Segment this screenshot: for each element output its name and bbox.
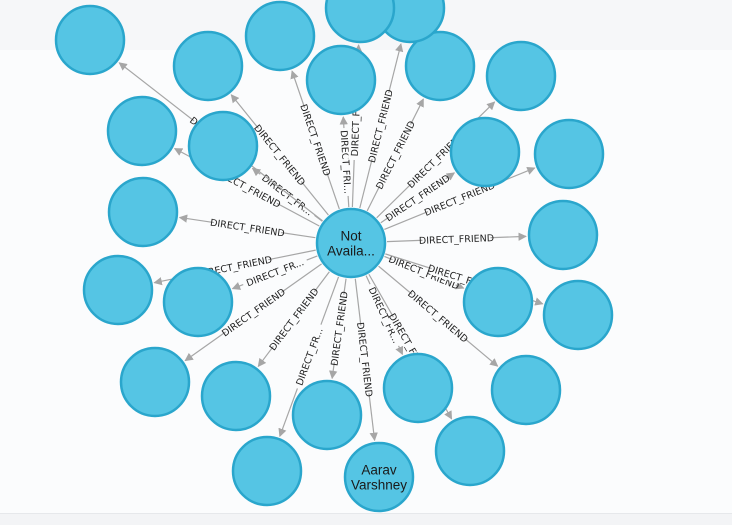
node-circle[interactable] [485,40,557,112]
node-n6[interactable] [106,95,178,167]
node-circle[interactable] [315,207,387,279]
node-circle[interactable] [382,352,454,424]
node-n14[interactable] [462,266,534,338]
edge-label-bg [328,294,350,364]
node-circle[interactable] [119,346,191,418]
node-n22[interactable] [434,415,506,487]
node-n15[interactable] [542,279,614,351]
node-label: Aarav [361,463,397,478]
node-circle[interactable] [54,4,126,76]
node-n17[interactable] [200,360,272,432]
edge-label-bg [408,289,469,343]
edge-label-bg [298,105,333,175]
node-circle[interactable] [187,110,259,182]
center-node-label: Not [340,229,361,244]
edge-label-bg [291,322,327,391]
edge-label: DIRECT_FRIEND [419,233,495,247]
edge-label-bg [268,288,320,350]
edge-label: DIRECT_FR... [294,326,325,387]
node-n21[interactable] [490,354,562,426]
node-circle[interactable] [542,279,614,351]
edge-label: DIRECT_FRIEND [297,103,332,178]
edge-label-bg [422,231,491,247]
edge-label-bg [241,254,309,291]
node-circle[interactable] [172,30,244,102]
edge-label-bg [374,121,416,189]
node-n25[interactable] [324,0,396,44]
node-n9[interactable] [533,118,605,190]
edge-label-bg [200,253,270,280]
node-n16[interactable] [119,346,191,418]
node-n26[interactable] [54,4,126,76]
edge-label-bg [407,131,465,188]
edge-label-bg [366,91,395,161]
node-circle[interactable] [404,30,476,102]
node-circle[interactable] [449,116,521,188]
node-circle[interactable] [82,254,154,326]
node-n2[interactable] [244,0,316,72]
node-n4[interactable] [404,30,476,102]
bottom-status-bar [0,513,732,525]
node-n10[interactable] [107,176,179,248]
node-n18[interactable] [291,379,363,451]
edge-label-bg [425,180,494,218]
edge-label-bg [222,287,285,337]
node-circle[interactable] [343,441,415,513]
node-n5[interactable] [485,40,557,112]
node-n1[interactable] [172,30,244,102]
node-circle[interactable] [162,266,234,338]
edge-label-bg [212,216,283,239]
node-circle[interactable] [291,379,363,451]
edge-label-bg [364,281,404,349]
node-n7[interactable] [187,110,259,182]
edge-n10[interactable]: DIRECT_FRIEND [178,214,316,240]
center-node-label: Availa... [327,244,375,259]
node-circle[interactable] [106,95,178,167]
node-circle[interactable] [200,360,272,432]
edge-label-bg [386,173,450,222]
node-label: Varshney [351,478,407,493]
node-n20[interactable] [382,352,454,424]
edge-label: DIRECT_FRIEND [405,289,470,346]
node-n3[interactable] [305,44,377,116]
edge-label-bg [354,325,375,394]
node-circle[interactable] [533,118,605,190]
node-circle[interactable] [305,44,377,116]
node-n13[interactable] [82,254,154,326]
node-n23[interactable] [231,435,303,507]
node-circle[interactable] [490,354,562,426]
edge-label: DIRECT_FRIEND [329,291,350,367]
node-circle[interactable] [527,199,599,271]
center-node[interactable]: NotAvaila... [315,207,387,279]
edge-label-bg [390,254,458,291]
edge-label-bg [253,124,306,186]
edge-n17[interactable]: DIRECT_FRIEND [257,271,330,368]
node-n8[interactable] [449,116,521,188]
node-circle[interactable] [462,266,534,338]
node-n12[interactable] [527,199,599,271]
node-circle[interactable] [244,0,316,72]
node-circle[interactable] [324,0,396,44]
edge-label: DIRECT_FRIEND [209,218,285,240]
node-circle[interactable] [107,176,179,248]
edge-n12[interactable]: DIRECT_FRIEND [386,231,527,247]
node-n11[interactable] [162,266,234,338]
node-circle[interactable] [434,415,506,487]
node-circle[interactable] [231,435,303,507]
